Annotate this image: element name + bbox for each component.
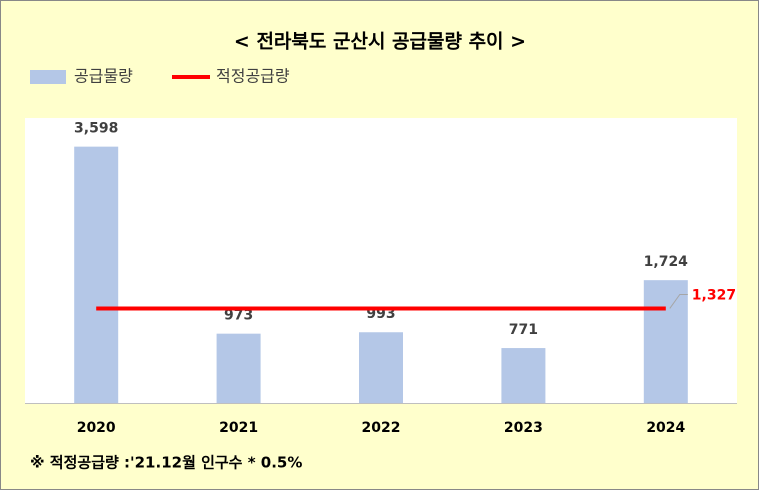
bar bbox=[643, 280, 688, 403]
legend-label: 적정공급량 bbox=[216, 67, 290, 86]
data-label: 771 bbox=[509, 322, 538, 338]
bar bbox=[74, 146, 119, 403]
chart-title: < 전라북도 군산시 공급물량 추이 > bbox=[234, 31, 526, 53]
data-label: 1,327 bbox=[692, 287, 736, 303]
bar bbox=[359, 332, 403, 403]
x-tick-label: 2023 bbox=[504, 420, 543, 436]
legend-swatch bbox=[30, 70, 66, 84]
bar bbox=[501, 348, 546, 403]
data-label: 3,598 bbox=[74, 121, 118, 137]
data-label: 973 bbox=[224, 308, 253, 324]
bar bbox=[216, 333, 261, 403]
data-label: 1,724 bbox=[644, 254, 689, 270]
leader-line bbox=[669, 293, 688, 309]
x-tick-label: 2021 bbox=[219, 420, 258, 436]
legend-label: 공급물량 bbox=[74, 67, 133, 86]
x-tick-label: 2024 bbox=[646, 420, 685, 436]
x-tick-label: 2022 bbox=[362, 420, 401, 436]
x-tick-label: 2020 bbox=[77, 420, 116, 436]
footnote: ※ 적정공급량 :'21.12월 인구수 * 0.5% bbox=[30, 454, 302, 472]
